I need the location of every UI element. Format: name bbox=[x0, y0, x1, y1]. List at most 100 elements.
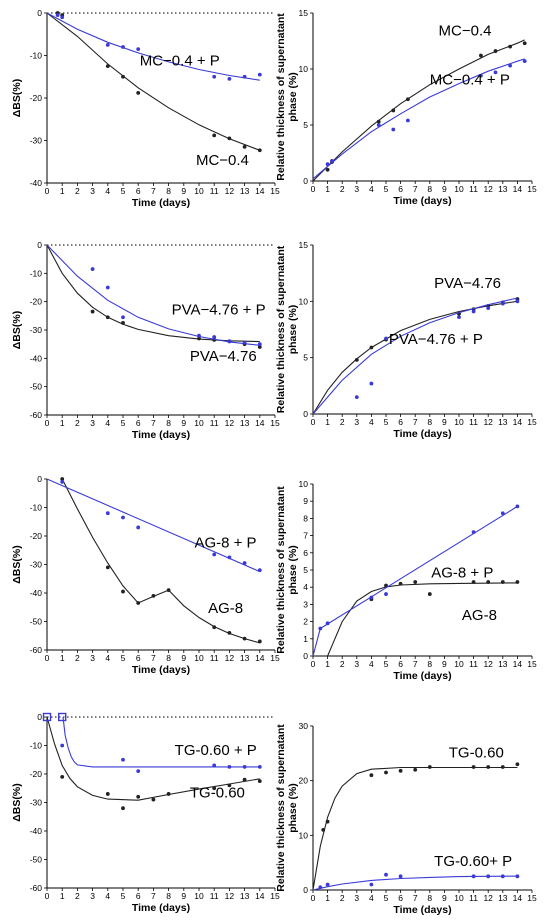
series-annotation: MC−0.4 + P bbox=[140, 53, 220, 70]
data-point-black bbox=[369, 345, 374, 350]
y-tick-label: -40 bbox=[30, 353, 43, 363]
y-tick-label: -10 bbox=[30, 741, 43, 751]
x-tick-label: 5 bbox=[384, 417, 389, 427]
fit-curve-black bbox=[61, 478, 260, 644]
data-point-blue bbox=[330, 158, 334, 163]
data-point-blue bbox=[318, 885, 323, 890]
x-tick-label: 7 bbox=[413, 417, 418, 427]
data-point-blue bbox=[354, 395, 359, 399]
y-tick-label: 15 bbox=[299, 240, 309, 250]
square-marker bbox=[58, 712, 67, 722]
y-tick-label: 10 bbox=[299, 479, 309, 489]
x-tick-label: 4 bbox=[105, 418, 110, 428]
x-tick-label: 6 bbox=[398, 417, 403, 427]
fit-curve-blue bbox=[46, 244, 260, 346]
y-axis-title: ΔBS(%) bbox=[11, 311, 23, 349]
y-tick-label: 0 bbox=[303, 409, 308, 419]
data-point-black bbox=[212, 786, 217, 791]
data-point-black bbox=[413, 767, 418, 772]
x-tick-label: 3 bbox=[354, 184, 359, 194]
data-point-black bbox=[105, 565, 110, 570]
fit-curve-blue bbox=[46, 478, 261, 573]
y-tick-label: -40 bbox=[30, 588, 43, 598]
y-tick-label: -20 bbox=[30, 531, 43, 541]
x-tick-label: 2 bbox=[75, 891, 80, 901]
x-tick-label: 9 bbox=[181, 418, 186, 428]
x-tick-label: 5 bbox=[121, 653, 126, 663]
x-tick-label: 11 bbox=[210, 418, 219, 428]
series-annotation: MC−0.4 bbox=[439, 22, 492, 39]
x-tick-label: 0 bbox=[45, 891, 50, 901]
data-point-blue bbox=[105, 511, 110, 516]
data-point-black bbox=[242, 636, 247, 641]
data-point-black bbox=[105, 315, 110, 320]
x-tick-label: 10 bbox=[194, 653, 204, 663]
x-tick-label: 7 bbox=[151, 653, 156, 663]
x-tick-label: 12 bbox=[225, 653, 235, 663]
x-tick-label: 8 bbox=[427, 893, 432, 903]
data-point-blue bbox=[522, 59, 527, 64]
data-point-black bbox=[376, 119, 381, 124]
fit-curve-black bbox=[46, 244, 260, 343]
y-tick-label: 0 bbox=[37, 474, 42, 484]
x-tick-label: 0 bbox=[311, 417, 316, 427]
x-tick-label: 3 bbox=[354, 659, 359, 669]
x-tick-label: 14 bbox=[513, 893, 523, 903]
fit-curve-blue bbox=[62, 716, 260, 768]
square-marker bbox=[42, 712, 52, 722]
data-point-black bbox=[493, 49, 498, 53]
data-point-blue bbox=[227, 764, 232, 769]
data-point-black bbox=[60, 774, 65, 779]
y-axis-title: Relative thickness of supernatantphase (… bbox=[275, 13, 299, 181]
y-tick-label: -10 bbox=[30, 51, 43, 61]
data-point-blue bbox=[257, 568, 262, 573]
data-point-blue bbox=[242, 74, 247, 79]
data-point-blue bbox=[406, 118, 410, 123]
data-point-blue bbox=[515, 874, 520, 879]
data-point-blue bbox=[197, 333, 201, 338]
series-annotation: PVA−4.76 + P bbox=[172, 301, 266, 318]
data-point-black bbox=[60, 477, 65, 481]
x-tick-label: 8 bbox=[427, 659, 432, 669]
x-tick-label: 9 bbox=[181, 891, 186, 901]
x-tick-label: 1 bbox=[325, 893, 330, 903]
x-tick-label: 6 bbox=[398, 184, 403, 194]
x-axis-title: Time (days) bbox=[132, 429, 190, 441]
data-point-black bbox=[369, 773, 374, 778]
y-tick-label: -60 bbox=[30, 410, 43, 420]
x-tick-label: 5 bbox=[384, 659, 389, 669]
x-tick-label: 8 bbox=[166, 418, 171, 428]
x-tick-label: 7 bbox=[151, 186, 156, 196]
y-tick-label: 15 bbox=[299, 8, 309, 18]
y-tick-label: -40 bbox=[30, 826, 43, 836]
series-annotation: AG-8 + P bbox=[194, 534, 256, 551]
y-axis-title: Relative thickness of supernatantphase (… bbox=[275, 245, 299, 413]
x-axis-title: Time (days) bbox=[132, 664, 190, 676]
fit-curve-black bbox=[46, 716, 260, 801]
x-tick-label: 0 bbox=[311, 659, 316, 669]
x-tick-label: 3 bbox=[354, 417, 359, 427]
y-tick-label: -10 bbox=[30, 503, 43, 513]
data-point-black bbox=[136, 794, 141, 799]
x-axis-title: Time (days) bbox=[393, 428, 451, 440]
y-tick-label: 0 bbox=[37, 240, 42, 250]
data-point-black bbox=[151, 593, 156, 598]
data-point-blue bbox=[121, 515, 125, 520]
series-annotation: AG-8 bbox=[208, 600, 243, 617]
x-tick-label: 12 bbox=[483, 659, 493, 669]
x-tick-label: 3 bbox=[354, 893, 359, 903]
chart-panel-mc-bs: 0 1 2 3 4 5 6 7 8 9 10 11 12 13 14 150-10-20-30-40Time … bbox=[11, 8, 280, 209]
x-tick-label: 14 bbox=[513, 184, 523, 194]
data-point-blue bbox=[325, 621, 330, 626]
x-tick-label: 5 bbox=[384, 184, 389, 194]
x-tick-label: 4 bbox=[369, 893, 374, 903]
data-point-blue bbox=[136, 769, 141, 774]
x-tick-label: 15 bbox=[270, 186, 280, 196]
y-tick-label: -20 bbox=[30, 297, 43, 307]
y-tick-label: 8 bbox=[303, 513, 308, 523]
data-point-black bbox=[508, 44, 512, 49]
x-tick-label: 8 bbox=[166, 186, 171, 196]
y-tick-label: -30 bbox=[30, 560, 43, 570]
x-tick-label: 1 bbox=[60, 891, 65, 901]
